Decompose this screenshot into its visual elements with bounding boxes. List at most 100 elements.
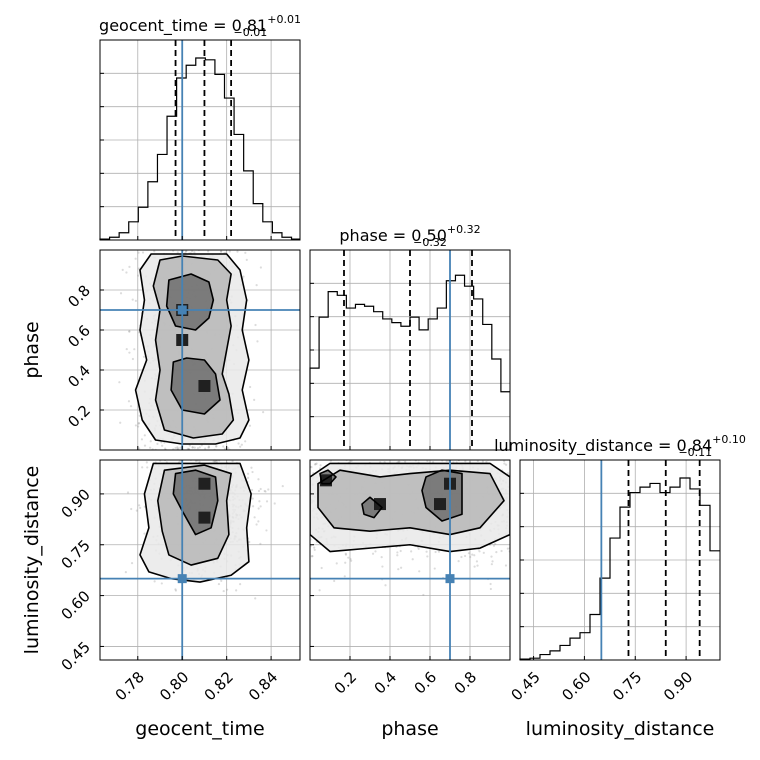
density-peak [198,477,211,490]
scatter-point [179,460,182,463]
panel-title-geocent_time: geocent_time = 0.81+0.01 −0.01 [99,13,301,39]
scatter-point [487,436,489,438]
scatter-point [206,454,208,456]
scatter-point [456,423,458,425]
scatter-point [506,472,510,475]
hist-panel-geocent_time [99,40,300,240]
x-axis-label-luminosity_distance: luminosity_distance [526,718,715,740]
scatter-point [143,444,147,447]
contour-inner [172,469,219,536]
scatter-point [459,440,461,442]
panel-content [100,438,300,660]
scatter-point [503,460,506,463]
scatter-point [253,516,256,519]
scatter-point [332,433,334,435]
scatter-point [414,440,416,442]
scatter-point [479,419,481,421]
scatter-point [462,451,464,453]
scatter-point [254,597,257,600]
scatter-point [138,504,141,507]
scatter-point [402,456,404,458]
scatter-point [124,571,127,574]
scatter-point [259,505,262,508]
scatter-point [399,549,402,553]
scatter-point [204,447,207,450]
histogram-line [99,57,300,240]
scatter-point [257,489,261,493]
scatter-point [176,447,179,450]
scatter-point [143,434,146,437]
scatter-point [225,588,229,591]
scatter-point [399,566,403,569]
scatter-point [313,548,316,551]
contour-mid [152,255,235,439]
scatter-point [248,424,252,427]
scatter-point [246,472,250,475]
scatter-point [257,507,260,510]
scatter-point [222,445,225,448]
scatter-point [242,275,245,278]
scatter-point [380,556,383,559]
title-value: luminosity_distance = 0.84 [494,436,712,456]
scatter-point [139,506,142,510]
scatter-point [188,444,191,447]
hist-frame [309,249,511,451]
x-tick-label: 0.6 [411,668,441,698]
title-minus: −0.32 [413,236,447,249]
scatter-point [481,460,484,463]
scatter-point [174,446,177,450]
scatter-point [333,579,336,583]
scatter-point [379,445,381,447]
scatter-point [498,429,500,431]
corner-cells [99,39,721,661]
scatter-point [375,447,377,449]
scatter-point [207,455,209,457]
scatter-point [219,457,221,459]
scatter-point [263,489,266,493]
scatter-point [215,445,218,448]
scatter-point [153,445,155,447]
scatter-point [339,455,341,457]
scatter-point [365,413,367,415]
scatter-point [185,250,188,253]
scatter-point [398,460,401,463]
scatter-point [462,457,464,459]
scatter-point [463,554,467,558]
scatter-point [320,457,322,459]
scatter-point [170,452,172,454]
scatter-point [245,258,248,261]
scatter-point [422,593,425,597]
scatter-point [367,438,369,440]
scatter-point [251,505,255,508]
scatter-point [451,411,453,413]
scatter-point [217,582,221,586]
scatter-point [369,439,371,441]
scatter-point [373,435,375,437]
scatter-point [473,565,476,568]
scatter-point [418,435,420,437]
scatter-point [273,502,276,505]
scatter-point [310,555,313,558]
scatter-point [250,488,254,492]
scatter-point [475,560,479,563]
scatter-point [318,456,320,458]
scatter-point [264,490,267,493]
scatter-point [464,460,467,463]
scatter-point [316,435,318,437]
scatter-point [485,460,488,464]
scatter-point [244,438,246,440]
y-tick-label: 0.45 [58,638,94,674]
scatter-point [208,454,210,456]
title-minus: −0.01 [234,26,268,39]
scatter-point [119,421,122,424]
scatter-point [443,412,445,414]
scatter-point [340,456,342,458]
scatter-point [128,330,131,333]
scatter-point [231,460,234,463]
scatter-point [250,466,253,469]
scatter-point [207,451,209,453]
scatter-point [451,442,453,444]
scatter-point [249,385,252,389]
scatter-point [220,250,223,253]
scatter-point [315,462,318,465]
